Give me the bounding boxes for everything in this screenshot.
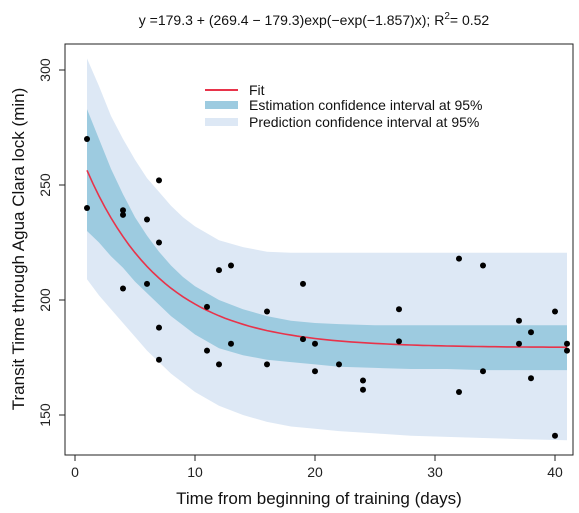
title-r2: = 0.52 (450, 12, 490, 28)
data-point (264, 308, 270, 315)
data-point (552, 432, 558, 439)
legend-prediction-swatch (205, 118, 238, 126)
data-point (216, 267, 222, 274)
legend-estimation-swatch (205, 101, 238, 109)
data-point (156, 324, 162, 331)
plot-frame (64, 43, 574, 456)
data-point (144, 280, 150, 287)
data-point (300, 280, 306, 287)
data-point (264, 361, 270, 368)
data-point (480, 262, 486, 269)
x-tick-label: 10 (187, 464, 203, 480)
x-tick-label: 30 (427, 464, 443, 480)
y-axis-label: Transit Time through Agua Clara lock (mi… (9, 88, 28, 411)
title-tail: exp( (340, 12, 368, 28)
data-point (456, 255, 462, 262)
title-rest: 179.3)exp( (265, 12, 332, 28)
data-point (120, 207, 126, 214)
data-point (120, 285, 126, 292)
data-point (204, 347, 210, 354)
data-point (360, 377, 366, 384)
title-op3: − (331, 12, 339, 28)
title-lhs: y =179.3 (139, 12, 193, 28)
x-tick-label: 20 (307, 464, 323, 480)
data-point (516, 340, 522, 347)
title-sup: 2 (444, 11, 450, 22)
data-point (228, 262, 234, 269)
data-point (528, 329, 534, 336)
data-point (156, 239, 162, 246)
y-tick-label: 250 (37, 173, 53, 197)
data-point (564, 340, 570, 347)
data-point (516, 317, 522, 324)
data-point (156, 356, 162, 363)
data-point (396, 306, 402, 313)
y-tick-label: 150 (37, 403, 53, 427)
data-point (144, 216, 150, 223)
title-op1: + (193, 12, 209, 28)
title-mid: (269.4 (209, 12, 249, 28)
legend: Fit Estimation confidence interval at 95… (205, 82, 482, 130)
title-op4: − (367, 12, 375, 28)
data-point (84, 205, 90, 211)
data-point (84, 136, 90, 142)
data-point (564, 347, 570, 354)
data-point (456, 389, 462, 395)
plot-area (84, 58, 570, 441)
data-point (552, 308, 558, 315)
axis-ticks: 0 10 20 30 40 150 200 250 300 (37, 58, 563, 480)
data-point (204, 303, 210, 310)
data-point (156, 177, 162, 184)
data-point (396, 338, 402, 345)
data-point (336, 361, 342, 368)
data-point (300, 336, 306, 343)
y-tick-label: 300 (37, 58, 53, 82)
x-tick-label: 0 (71, 464, 79, 480)
legend-fit-label: Fit (249, 82, 265, 98)
legend-estimation-label: Estimation confidence interval at 95% (249, 97, 482, 113)
data-point (480, 368, 486, 375)
data-point (312, 368, 318, 375)
chart-title: y =179.3 + (269.4 − 179.3)exp(−exp(−1.85… (139, 11, 490, 28)
fit-curve (86, 169, 568, 349)
data-point (120, 211, 126, 218)
data-point (216, 361, 222, 368)
title-tail2: 1.857)x); R (375, 12, 444, 28)
x-tick-label: 40 (547, 464, 563, 480)
data-point (228, 340, 234, 347)
title-op2: − (249, 12, 265, 28)
x-axis-label: Time from beginning of training (days) (176, 489, 462, 508)
data-point (360, 386, 366, 393)
data-point (528, 375, 534, 382)
data-point (312, 340, 318, 347)
y-tick-label: 200 (37, 288, 53, 312)
legend-prediction-label: Prediction confidence interval at 95% (249, 114, 479, 130)
